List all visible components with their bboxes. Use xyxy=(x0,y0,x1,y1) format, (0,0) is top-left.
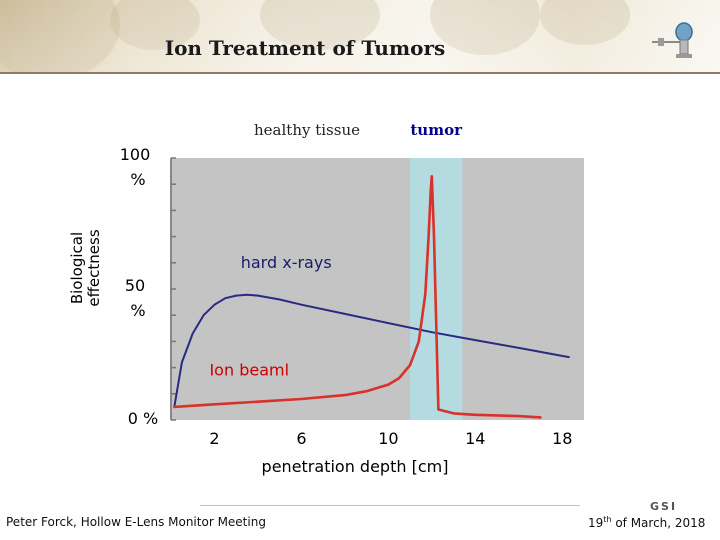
y-tick-label: 0 % xyxy=(128,409,158,428)
x-tick-label: 2 xyxy=(209,429,219,448)
footer-date-rest: of March, 2018 xyxy=(611,516,706,530)
region-label-healthy-tissue: healthy tissue xyxy=(254,121,360,139)
footer-divider xyxy=(200,505,580,506)
footer-date-suffix: th xyxy=(603,515,612,524)
x-tick-label: 18 xyxy=(552,429,572,448)
annotation-Ion-beaml: Ion beaml xyxy=(209,360,289,379)
series-line-hard-x-rays xyxy=(173,293,570,408)
instrument-icon xyxy=(652,22,693,58)
footer-date: 19th of March, 2018 xyxy=(588,515,705,530)
x-tick-label: 6 xyxy=(296,429,306,448)
annotation-hard-x-rays: hard x-rays xyxy=(241,253,332,272)
gsi-logo: GSI xyxy=(650,500,677,513)
y-tick-label: 100 xyxy=(120,145,151,164)
y-tick-label-unit: % xyxy=(130,301,145,320)
plot-area xyxy=(171,158,584,420)
region-label-tumor: tumor xyxy=(410,121,463,139)
y-tick-label: 50 xyxy=(125,276,145,295)
footer-date-day: 19 xyxy=(588,516,604,530)
slide-title: Ion Treatment of Tumors xyxy=(164,36,446,60)
y-tick-label-unit: % xyxy=(130,170,145,189)
x-tick-label: 14 xyxy=(465,429,485,448)
footer-presenter: Peter Forck, Hollow E-Lens Monitor Meeti… xyxy=(6,515,266,529)
x-axis-label: penetration depth [cm] xyxy=(262,457,449,476)
series-line-Ion-beaml xyxy=(173,175,542,419)
gsi-logo-text: GSI xyxy=(650,500,678,513)
header-banner xyxy=(0,0,720,74)
x-tick-label: 10 xyxy=(378,429,398,448)
